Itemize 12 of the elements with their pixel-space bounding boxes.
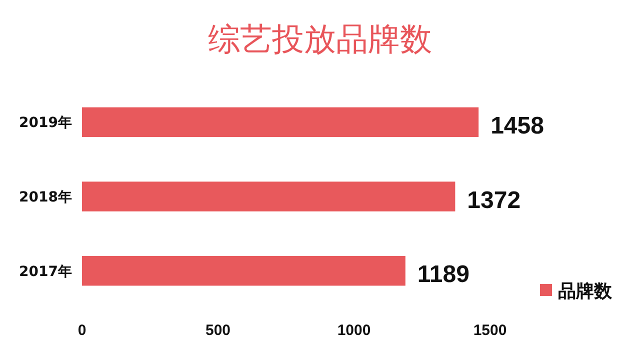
y-tick-label: 2017年 bbox=[19, 264, 72, 280]
x-tick-label: 1500 bbox=[473, 322, 507, 339]
data-label: 1372 bbox=[467, 186, 521, 214]
x-tick-label: 1000 bbox=[337, 322, 371, 339]
y-tick-label: 2018年 bbox=[19, 190, 72, 206]
x-tick-label: 500 bbox=[205, 322, 231, 339]
data-label: 1458 bbox=[490, 112, 544, 140]
legend-label: 品牌数 bbox=[558, 281, 613, 302]
data-label: 1189 bbox=[417, 261, 470, 288]
y-tick-label: 2019年 bbox=[19, 115, 72, 132]
x-tick-label: 0 bbox=[78, 322, 86, 339]
chart-title: 综艺投放品牌数 bbox=[208, 20, 432, 58]
